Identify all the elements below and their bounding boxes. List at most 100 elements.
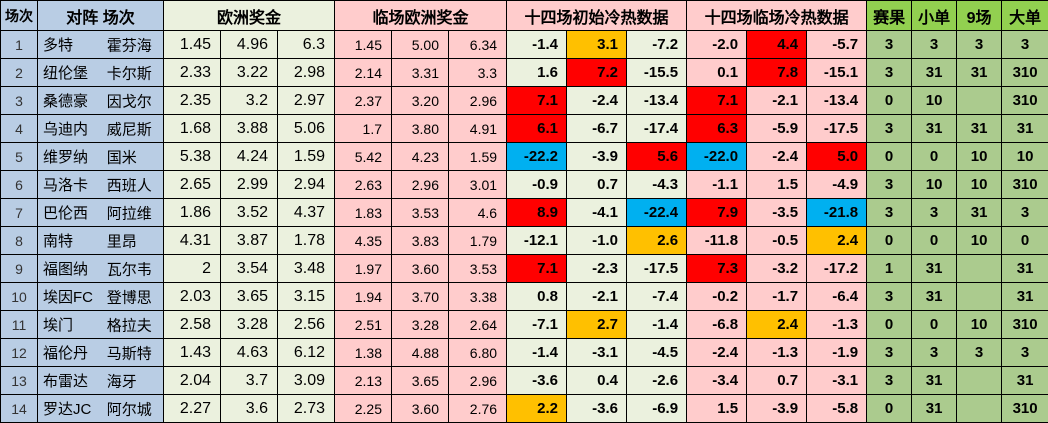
match-no-cell[interactable]: 9: [0, 254, 38, 283]
euro-odds-lose-cell[interactable]: 2.98: [277, 58, 335, 87]
euro-odds-draw-cell[interactable]: 4.63: [220, 338, 278, 367]
euro-odds-draw-cell[interactable]: 3.7: [220, 366, 278, 395]
small-single-cell[interactable]: 0: [911, 226, 958, 255]
nine-games-cell[interactable]: 31: [956, 114, 1003, 143]
result-cell[interactable]: 3: [866, 366, 913, 395]
initial-coldhot-win-cell[interactable]: -7.1: [506, 310, 568, 339]
nine-games-cell[interactable]: [956, 254, 1003, 283]
live-coldhot-draw-cell[interactable]: -2.4: [746, 142, 808, 171]
live-euro-odds-lose-cell[interactable]: 3.38: [447, 282, 508, 311]
euro-odds-win-cell[interactable]: 4.31: [163, 226, 221, 255]
live-euro-odds-draw-cell[interactable]: 3.83: [391, 226, 449, 255]
small-single-cell[interactable]: 31: [911, 282, 958, 311]
nine-games-cell[interactable]: 31: [956, 58, 1003, 87]
live-coldhot-win-cell[interactable]: -3.4: [686, 366, 748, 395]
euro-odds-win-cell[interactable]: 2.27: [163, 394, 221, 423]
live-coldhot-draw-cell[interactable]: -1.3: [746, 338, 808, 367]
header-big-single[interactable]: 大单: [1001, 0, 1048, 31]
matchup-cell[interactable]: 巴伦西 阿拉维: [37, 198, 164, 227]
live-coldhot-win-cell[interactable]: -1.1: [686, 170, 748, 199]
result-cell[interactable]: 0: [866, 86, 913, 115]
live-euro-odds-win-cell[interactable]: 1.83: [334, 198, 392, 227]
big-single-cell[interactable]: 3: [1001, 338, 1048, 367]
initial-coldhot-draw-cell[interactable]: 3.1: [566, 30, 628, 59]
euro-odds-draw-cell[interactable]: 3.52: [220, 198, 278, 227]
live-euro-odds-draw-cell[interactable]: 3.60: [391, 394, 449, 423]
euro-odds-win-cell[interactable]: 2.33: [163, 58, 221, 87]
live-coldhot-win-cell[interactable]: -11.8: [686, 226, 748, 255]
small-single-cell[interactable]: 31: [911, 254, 958, 283]
euro-odds-draw-cell[interactable]: 2.99: [220, 170, 278, 199]
live-coldhot-lose-cell[interactable]: -6.4: [806, 282, 868, 311]
live-euro-odds-draw-cell[interactable]: 3.31: [391, 58, 449, 87]
result-cell[interactable]: 3: [866, 282, 913, 311]
euro-odds-lose-cell[interactable]: 3.15: [277, 282, 335, 311]
matchup-cell[interactable]: 维罗纳 国米: [37, 142, 164, 171]
euro-odds-lose-cell[interactable]: 2.73: [277, 394, 335, 423]
euro-odds-lose-cell[interactable]: 3.48: [277, 254, 335, 283]
live-coldhot-lose-cell[interactable]: 5.0: [806, 142, 868, 171]
live-coldhot-win-cell[interactable]: -2.0: [686, 30, 748, 59]
big-single-cell[interactable]: 310: [1001, 86, 1048, 115]
small-single-cell[interactable]: 0: [911, 142, 958, 171]
live-coldhot-win-cell[interactable]: 7.3: [686, 254, 748, 283]
match-no-cell[interactable]: 11: [0, 310, 38, 339]
match-no-cell[interactable]: 10: [0, 282, 38, 311]
header-small-single[interactable]: 小单: [911, 0, 958, 31]
live-euro-odds-win-cell[interactable]: 1.94: [334, 282, 392, 311]
live-euro-odds-draw-cell[interactable]: 4.23: [391, 142, 449, 171]
header-live-cold-hot[interactable]: 十四场临场冷热数据: [686, 0, 868, 31]
live-coldhot-draw-cell[interactable]: -5.9: [746, 114, 808, 143]
big-single-cell[interactable]: 310: [1001, 394, 1048, 423]
initial-coldhot-win-cell[interactable]: 1.6: [506, 58, 568, 87]
match-no-cell[interactable]: 2: [0, 58, 38, 87]
euro-odds-draw-cell[interactable]: 3.28: [220, 310, 278, 339]
live-euro-odds-lose-cell[interactable]: 3.3: [447, 58, 508, 87]
euro-odds-lose-cell[interactable]: 2.94: [277, 170, 335, 199]
live-coldhot-draw-cell[interactable]: -3.5: [746, 198, 808, 227]
matchup-cell[interactable]: 桑德豪 因戈尔: [37, 86, 164, 115]
initial-coldhot-draw-cell[interactable]: -3.1: [566, 338, 628, 367]
live-coldhot-win-cell[interactable]: 6.3: [686, 114, 748, 143]
live-euro-odds-win-cell[interactable]: 5.42: [334, 142, 392, 171]
euro-odds-lose-cell[interactable]: 2.56: [277, 310, 335, 339]
live-coldhot-draw-cell[interactable]: -3.2: [746, 254, 808, 283]
big-single-cell[interactable]: 3: [1001, 30, 1048, 59]
live-coldhot-win-cell[interactable]: 7.1: [686, 86, 748, 115]
header-euro-odds[interactable]: 欧洲奖金: [163, 0, 335, 31]
euro-odds-lose-cell[interactable]: 4.37: [277, 198, 335, 227]
big-single-cell[interactable]: 10: [1001, 142, 1048, 171]
euro-odds-win-cell[interactable]: 2.65: [163, 170, 221, 199]
live-euro-odds-draw-cell[interactable]: 5.00: [391, 30, 449, 59]
euro-odds-win-cell[interactable]: 1.45: [163, 30, 221, 59]
initial-coldhot-win-cell[interactable]: -1.4: [506, 338, 568, 367]
header-result[interactable]: 赛果: [866, 0, 913, 31]
live-euro-odds-lose-cell[interactable]: 1.59: [447, 142, 508, 171]
big-single-cell[interactable]: 31: [1001, 114, 1048, 143]
header-live-euro-odds[interactable]: 临场欧洲奖金: [333, 0, 508, 31]
live-euro-odds-draw-cell[interactable]: 3.60: [391, 254, 449, 283]
initial-coldhot-lose-cell[interactable]: -4.5: [626, 338, 688, 367]
result-cell[interactable]: 0: [866, 142, 913, 171]
nine-games-cell[interactable]: [956, 282, 1003, 311]
live-coldhot-draw-cell[interactable]: 4.4: [746, 30, 808, 59]
live-coldhot-draw-cell[interactable]: -3.9: [746, 394, 808, 423]
small-single-cell[interactable]: 10: [911, 170, 958, 199]
live-euro-odds-win-cell[interactable]: 2.37: [334, 86, 392, 115]
euro-odds-lose-cell[interactable]: 6.3: [277, 30, 335, 59]
live-coldhot-lose-cell[interactable]: -21.8: [806, 198, 868, 227]
small-single-cell[interactable]: 31: [911, 58, 958, 87]
initial-coldhot-draw-cell[interactable]: 0.4: [566, 366, 628, 395]
live-euro-odds-win-cell[interactable]: 2.25: [334, 394, 392, 423]
live-coldhot-draw-cell[interactable]: -0.5: [746, 226, 808, 255]
live-euro-odds-lose-cell[interactable]: 2.76: [447, 394, 508, 423]
live-euro-odds-draw-cell[interactable]: 3.80: [391, 114, 449, 143]
live-euro-odds-lose-cell[interactable]: 6.80: [447, 338, 508, 367]
live-coldhot-lose-cell[interactable]: -17.2: [806, 254, 868, 283]
initial-coldhot-lose-cell[interactable]: 2.6: [626, 226, 688, 255]
matchup-cell[interactable]: 南特 里昂: [37, 226, 164, 255]
live-euro-odds-lose-cell[interactable]: 2.96: [447, 86, 508, 115]
euro-odds-draw-cell[interactable]: 3.6: [220, 394, 278, 423]
initial-coldhot-lose-cell[interactable]: -7.4: [626, 282, 688, 311]
small-single-cell[interactable]: 0: [911, 310, 958, 339]
